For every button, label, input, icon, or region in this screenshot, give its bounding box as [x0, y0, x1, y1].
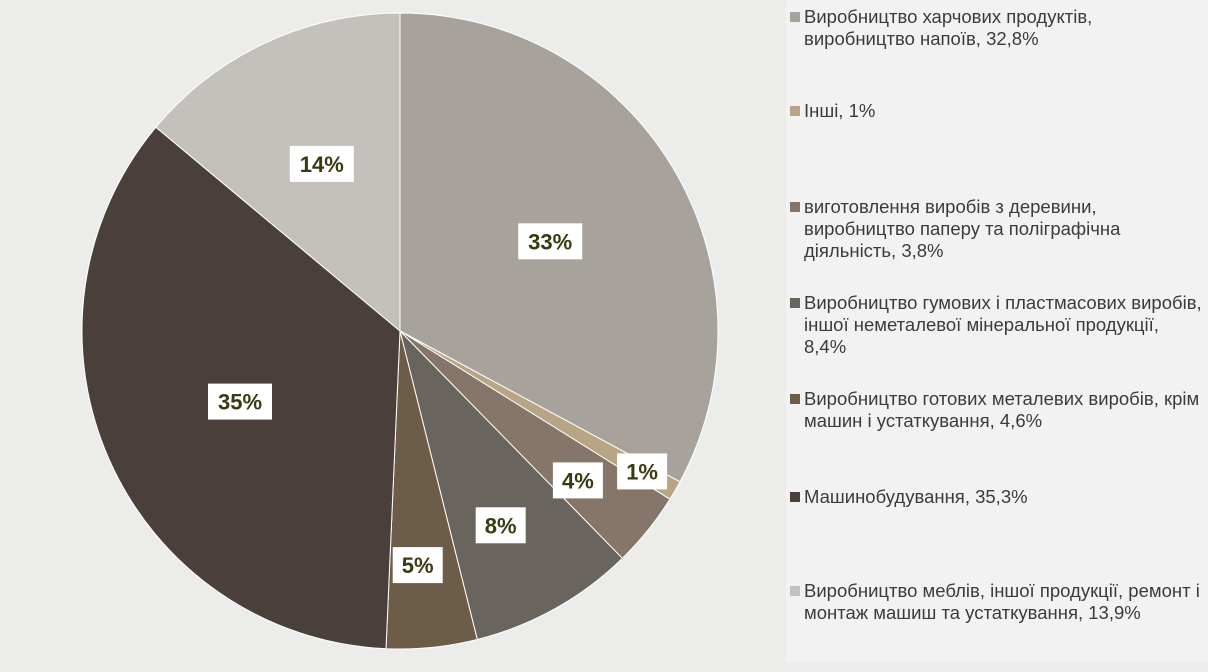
data-label-5: 35%	[208, 383, 272, 420]
legend-item-5: Машинобудування, 35,3%	[790, 486, 1202, 508]
data-label-box	[518, 223, 583, 260]
data-label-0: 33%	[518, 223, 583, 260]
legend-item-2: виготовлення виробів з деревини, виробни…	[790, 196, 1202, 262]
legend-swatch	[790, 202, 800, 212]
legend-label: Машинобудування, 35,3%	[804, 486, 1028, 507]
legend-swatch	[790, 106, 800, 116]
data-label-2: 4%	[552, 462, 603, 499]
legend-item-4: Виробництво готових металевих виробів, к…	[790, 388, 1202, 432]
legend-swatch	[790, 492, 800, 502]
legend-label: Виробництво меблів, іншої продукції, рем…	[804, 580, 1200, 623]
legend-label: Виробництво готових металевих виробів, к…	[804, 388, 1200, 431]
data-label-box	[208, 383, 272, 420]
data-label-4: 5%	[392, 547, 443, 584]
pie-chart-area: 33% 1% 4% 8% 5% 35% 14%	[81, 12, 719, 650]
data-label-box	[475, 507, 526, 544]
legend-swatch	[790, 394, 800, 404]
legend-label: Інші, 1%	[804, 100, 876, 121]
data-label-6: 14%	[289, 145, 354, 182]
pie-slice-6	[155, 12, 401, 333]
legend-item-1: Інші, 1%	[790, 100, 1202, 122]
pie-chart: 33% 1% 4% 8% 5% 35% 14%	[81, 12, 719, 650]
data-label-text: 35%	[218, 390, 262, 415]
data-label-text: 33%	[528, 229, 572, 254]
legend-swatch	[790, 586, 800, 596]
legend-item-6: Виробництво меблів, іншої продукції, рем…	[790, 580, 1202, 624]
data-label-box	[289, 145, 354, 182]
data-label-3: 8%	[475, 507, 526, 544]
data-label-text: 14%	[300, 152, 344, 177]
legend-item-3: Виробництво гумових і пластмасових вироб…	[790, 292, 1202, 358]
legend-item-0: Виробництво харчових продуктів, виробниц…	[790, 6, 1202, 50]
data-label-box	[392, 547, 443, 584]
legend-label: виготовлення виробів з деревини, виробни…	[804, 196, 1121, 261]
legend-swatch	[790, 298, 800, 308]
data-label-text: 4%	[562, 468, 594, 493]
data-label-box	[552, 462, 603, 499]
data-label-text: 5%	[402, 553, 434, 578]
data-label-box	[617, 453, 668, 490]
legend-label: Виробництво гумових і пластмасових вироб…	[804, 292, 1202, 357]
data-label-text: 1%	[626, 459, 658, 484]
legend-swatch	[790, 12, 800, 22]
pie-slice-3	[399, 329, 624, 641]
data-label-text: 8%	[485, 513, 517, 538]
legend-label: Виробництво харчових продуктів, виробниц…	[804, 6, 1093, 49]
data-label-1: 1%	[617, 453, 668, 490]
chart-legend: Виробництво харчових продуктів, виробниц…	[786, 0, 1208, 662]
